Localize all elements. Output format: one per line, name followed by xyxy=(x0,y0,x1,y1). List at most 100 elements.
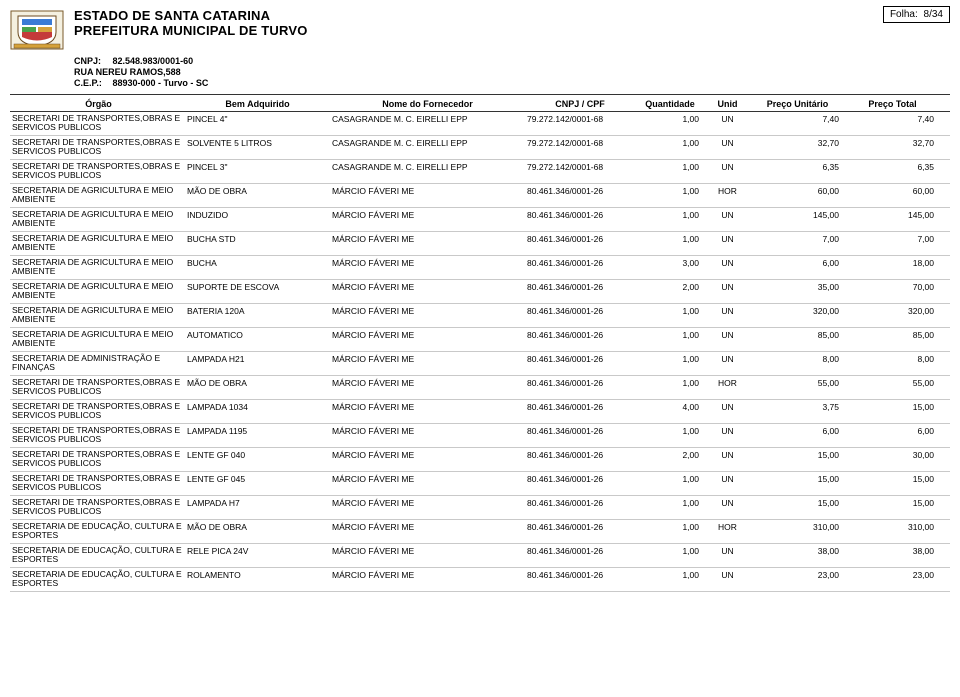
cell-orgao: SECRETARIA DE AGRICULTURA E MEIO AMBIENT… xyxy=(10,258,185,277)
cnpj-label: CNPJ: xyxy=(74,56,110,66)
cell-unid: UN xyxy=(705,306,750,316)
cell-quantidade: 1,00 xyxy=(635,498,705,508)
cell-bem: SOLVENTE 5 LITROS xyxy=(185,138,330,148)
cell-fornecedor: MÁRCIO FÁVERI ME xyxy=(330,354,525,364)
cell-unid: UN xyxy=(705,330,750,340)
cell-preco-total: 18,00 xyxy=(845,258,940,268)
cell-bem: MÃO DE OBRA xyxy=(185,522,330,532)
table-row: SECRETARI DE TRANSPORTES,OBRAS E SERVICO… xyxy=(10,400,950,424)
cell-unid: UN xyxy=(705,258,750,268)
cell-fornecedor: MÁRCIO FÁVERI ME xyxy=(330,450,525,460)
cell-fornecedor: MÁRCIO FÁVERI ME xyxy=(330,426,525,436)
cell-bem: RELE PICA 24V xyxy=(185,546,330,556)
cell-preco-unitario: 85,00 xyxy=(750,330,845,340)
cell-unid: HOR xyxy=(705,378,750,388)
cell-fornecedor: MÁRCIO FÁVERI ME xyxy=(330,234,525,244)
cell-cnpj: 80.461.346/0001-26 xyxy=(525,522,635,532)
folha-label: Folha: xyxy=(890,9,918,20)
cell-orgao: SECRETARIA DE AGRICULTURA E MEIO AMBIENT… xyxy=(10,234,185,253)
cell-quantidade: 1,00 xyxy=(635,162,705,172)
cell-orgao: SECRETARI DE TRANSPORTES,OBRAS E SERVICO… xyxy=(10,426,185,445)
cell-preco-unitario: 15,00 xyxy=(750,498,845,508)
cell-orgao: SECRETARI DE TRANSPORTES,OBRAS E SERVICO… xyxy=(10,402,185,421)
cell-bem: MÃO DE OBRA xyxy=(185,186,330,196)
header: ESTADO DE SANTA CATARINA PREFEITURA MUNI… xyxy=(10,8,950,50)
city-title: PREFEITURA MUNICIPAL DE TURVO xyxy=(74,23,308,38)
cell-preco-total: 310,00 xyxy=(845,522,940,532)
cell-preco-unitario: 7,00 xyxy=(750,234,845,244)
cell-preco-total: 55,00 xyxy=(845,378,940,388)
table-row: SECRETARI DE TRANSPORTES,OBRAS E SERVICO… xyxy=(10,472,950,496)
cell-cnpj: 79.272.142/0001-68 xyxy=(525,138,635,148)
cell-unid: HOR xyxy=(705,522,750,532)
cell-bem: AUTOMATICO xyxy=(185,330,330,340)
cell-bem: INDUZIDO xyxy=(185,210,330,220)
table-row: SECRETARIA DE EDUCAÇÃO, CULTURA E ESPORT… xyxy=(10,544,950,568)
cell-bem: LENTE GF 045 xyxy=(185,474,330,484)
cell-preco-total: 15,00 xyxy=(845,474,940,484)
cell-quantidade: 1,00 xyxy=(635,354,705,364)
cell-preco-unitario: 60,00 xyxy=(750,186,845,196)
cell-unid: UN xyxy=(705,402,750,412)
cell-quantidade: 1,00 xyxy=(635,474,705,484)
cell-preco-unitario: 15,00 xyxy=(750,450,845,460)
table-row: SECRETARIA DE AGRICULTURA E MEIO AMBIENT… xyxy=(10,208,950,232)
cell-quantidade: 1,00 xyxy=(635,546,705,556)
cell-orgao: SECRETARI DE TRANSPORTES,OBRAS E SERVICO… xyxy=(10,138,185,157)
cell-quantidade: 2,00 xyxy=(635,282,705,292)
cell-unid: UN xyxy=(705,210,750,220)
cell-unid: UN xyxy=(705,234,750,244)
cell-cnpj: 80.461.346/0001-26 xyxy=(525,498,635,508)
cell-fornecedor: CASAGRANDE M. C. EIRELLI EPP xyxy=(330,138,525,148)
cell-fornecedor: CASAGRANDE M. C. EIRELLI EPP xyxy=(330,114,525,124)
cell-preco-unitario: 35,00 xyxy=(750,282,845,292)
cell-preco-unitario: 55,00 xyxy=(750,378,845,388)
cell-unid: UN xyxy=(705,426,750,436)
cell-bem: BATERIA 120A xyxy=(185,306,330,316)
cell-cnpj: 80.461.346/0001-26 xyxy=(525,354,635,364)
cell-quantidade: 1,00 xyxy=(635,522,705,532)
cell-fornecedor: MÁRCIO FÁVERI ME xyxy=(330,522,525,532)
cell-preco-unitario: 6,00 xyxy=(750,426,845,436)
cell-fornecedor: MÁRCIO FÁVERI ME xyxy=(330,378,525,388)
cell-cnpj: 80.461.346/0001-26 xyxy=(525,258,635,268)
cep-label: C.E.P.: xyxy=(74,78,110,88)
cell-orgao: SECRETARI DE TRANSPORTES,OBRAS E SERVICO… xyxy=(10,474,185,493)
cell-bem: MÃO DE OBRA xyxy=(185,378,330,388)
cell-cnpj: 80.461.346/0001-26 xyxy=(525,234,635,244)
title-block: ESTADO DE SANTA CATARINA PREFEITURA MUNI… xyxy=(74,8,308,38)
cell-unid: UN xyxy=(705,282,750,292)
table-row: SECRETARI DE TRANSPORTES,OBRAS E SERVICO… xyxy=(10,376,950,400)
cell-preco-unitario: 3,75 xyxy=(750,402,845,412)
cell-orgao: SECRETARIA DE EDUCAÇÃO, CULTURA E ESPORT… xyxy=(10,570,185,589)
table-row: SECRETARIA DE AGRICULTURA E MEIO AMBIENT… xyxy=(10,232,950,256)
cell-bem: LENTE GF 040 xyxy=(185,450,330,460)
cell-bem: SUPORTE DE ESCOVA xyxy=(185,282,330,292)
cell-preco-total: 60,00 xyxy=(845,186,940,196)
cell-unid: UN xyxy=(705,498,750,508)
cnpj-value: 82.548.983/0001-60 xyxy=(113,56,194,66)
cell-orgao: SECRETARIA DE AGRICULTURA E MEIO AMBIENT… xyxy=(10,330,185,349)
cell-preco-unitario: 7,40 xyxy=(750,114,845,124)
col-header-quantidade: Quantidade xyxy=(635,99,705,109)
table-row: SECRETARI DE TRANSPORTES,OBRAS E SERVICO… xyxy=(10,136,950,160)
cell-cnpj: 80.461.346/0001-26 xyxy=(525,186,635,196)
cell-quantidade: 2,00 xyxy=(635,450,705,460)
cell-unid: UN xyxy=(705,162,750,172)
table-header-row: Órgão Bem Adquirido Nome do Fornecedor C… xyxy=(10,97,950,112)
cell-quantidade: 1,00 xyxy=(635,426,705,436)
cell-quantidade: 1,00 xyxy=(635,306,705,316)
cell-quantidade: 3,00 xyxy=(635,258,705,268)
report-page: Folha: 8/34 ESTADO DE SANTA CATARINA PRE… xyxy=(0,0,960,600)
cell-bem: BUCHA STD xyxy=(185,234,330,244)
cell-unid: HOR xyxy=(705,186,750,196)
cell-preco-unitario: 320,00 xyxy=(750,306,845,316)
cell-bem: LAMPADA H21 xyxy=(185,354,330,364)
cell-cnpj: 80.461.346/0001-26 xyxy=(525,282,635,292)
col-header-orgao: Órgão xyxy=(10,99,185,109)
cell-fornecedor: MÁRCIO FÁVERI ME xyxy=(330,306,525,316)
address-value: RUA NEREU RAMOS,588 xyxy=(74,67,181,77)
cell-unid: UN xyxy=(705,114,750,124)
cell-quantidade: 1,00 xyxy=(635,210,705,220)
cell-unid: UN xyxy=(705,354,750,364)
